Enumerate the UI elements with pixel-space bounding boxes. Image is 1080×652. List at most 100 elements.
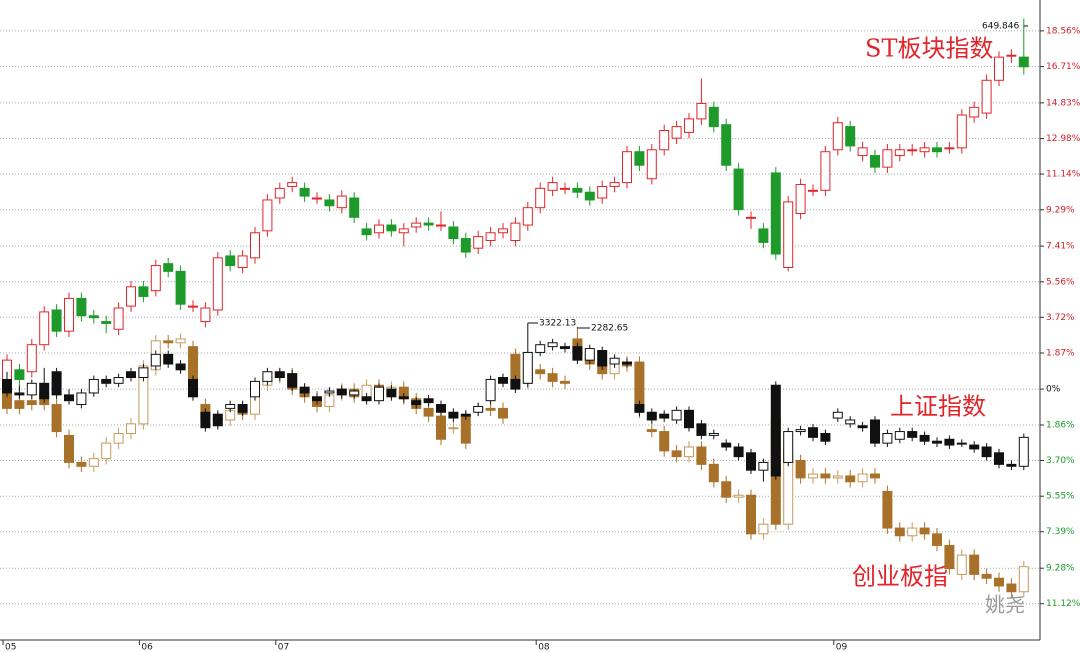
candle-body xyxy=(436,404,446,413)
candle-body xyxy=(88,378,99,394)
candle-body xyxy=(870,419,880,444)
candle-body xyxy=(907,431,918,438)
candle-body xyxy=(163,263,174,272)
candle-body xyxy=(845,419,856,425)
candle-body xyxy=(609,182,620,187)
candle-body xyxy=(994,577,1004,587)
candle-body xyxy=(398,396,409,400)
candle-body xyxy=(894,431,905,440)
candle-body xyxy=(584,348,595,361)
candle-body xyxy=(250,232,260,259)
candle-body xyxy=(956,114,967,149)
candle-body xyxy=(138,367,149,379)
candle-body xyxy=(287,373,298,388)
candle-body xyxy=(188,305,198,308)
candle-body xyxy=(547,373,558,382)
candle-body xyxy=(894,149,905,157)
candle-body xyxy=(671,450,682,458)
candle-body xyxy=(547,182,558,191)
candle-body xyxy=(808,473,818,479)
candle-body xyxy=(274,187,285,199)
candle-body xyxy=(262,371,273,382)
candle-body xyxy=(535,344,546,353)
candle-body xyxy=(299,187,310,197)
candle-body xyxy=(944,438,955,446)
candle-body xyxy=(832,475,843,479)
candle-body xyxy=(374,386,384,402)
candle-body xyxy=(485,378,496,402)
candle-body xyxy=(460,238,471,253)
candle-body xyxy=(349,197,360,218)
candle-body xyxy=(212,413,223,427)
y-tick-label: 11.14% xyxy=(1046,170,1080,180)
candle-body xyxy=(349,390,360,396)
candle-body xyxy=(361,396,372,402)
candle-body xyxy=(696,423,707,436)
candle-body xyxy=(969,554,980,575)
x-tick-label: 06 xyxy=(141,643,153,652)
candle-body xyxy=(51,309,62,332)
candle-body xyxy=(188,378,198,398)
candle-body xyxy=(485,407,496,411)
candle-body xyxy=(671,126,682,139)
candle-body xyxy=(820,151,831,191)
candle-body xyxy=(646,149,657,180)
x-tick-label: 05 xyxy=(5,643,16,652)
candle-body xyxy=(832,411,843,419)
candle-body xyxy=(26,400,37,406)
candle-body xyxy=(262,199,273,232)
series-label: 创业板指 xyxy=(852,563,948,591)
candle-body xyxy=(758,228,769,243)
candle-body xyxy=(696,446,707,465)
y-tick-label: 7.39% xyxy=(1046,527,1075,537)
candle-body xyxy=(919,147,930,153)
candle-body xyxy=(101,442,112,460)
candle-body xyxy=(51,371,62,396)
candle-body xyxy=(250,380,260,398)
candle-body xyxy=(746,216,756,219)
annotation: 649.846 xyxy=(982,22,1019,32)
candle-body xyxy=(448,411,459,419)
candle-body xyxy=(708,432,719,436)
y-tick-label: 7.41% xyxy=(1046,242,1075,252)
candle-body xyxy=(671,409,682,421)
candle-body xyxy=(76,461,87,467)
candle-body xyxy=(994,452,1004,465)
y-tick-label: 11.12% xyxy=(1046,599,1080,609)
candle-body xyxy=(634,151,645,166)
candle-body xyxy=(857,147,868,157)
candle-body xyxy=(361,228,372,236)
candle-body xyxy=(560,187,570,190)
candle-body xyxy=(150,265,161,292)
x-tick-label: 08 xyxy=(538,643,550,652)
candle-body xyxy=(758,461,769,471)
candle-body xyxy=(324,390,335,394)
candle-body xyxy=(684,409,694,429)
candle-body xyxy=(981,79,992,114)
candle-body xyxy=(423,222,434,226)
candle-body xyxy=(1006,583,1017,593)
candle-body xyxy=(733,494,744,498)
candle-body xyxy=(708,106,719,128)
candle-body xyxy=(113,307,124,330)
y-tick-label: 1.87% xyxy=(1046,349,1075,359)
candle-body xyxy=(225,255,236,267)
candle-body xyxy=(907,527,918,537)
candle-body xyxy=(312,396,322,402)
candle-body xyxy=(808,427,818,438)
candle-body xyxy=(175,338,186,344)
candle-body xyxy=(659,129,670,151)
candle-body xyxy=(448,427,459,430)
candle-body xyxy=(684,446,694,458)
candle-body xyxy=(324,199,335,207)
candle-body xyxy=(163,353,174,365)
candle-body xyxy=(51,404,62,433)
candle-body xyxy=(1018,56,1029,68)
y-tick-label: 5.56% xyxy=(1046,277,1075,287)
candle-body xyxy=(560,380,570,384)
annotation: 2282.65 xyxy=(591,324,628,334)
candle-body xyxy=(535,369,546,375)
y-tick-label: 9.28% xyxy=(1046,564,1075,574)
y-tick-label: 16.71% xyxy=(1046,62,1080,72)
